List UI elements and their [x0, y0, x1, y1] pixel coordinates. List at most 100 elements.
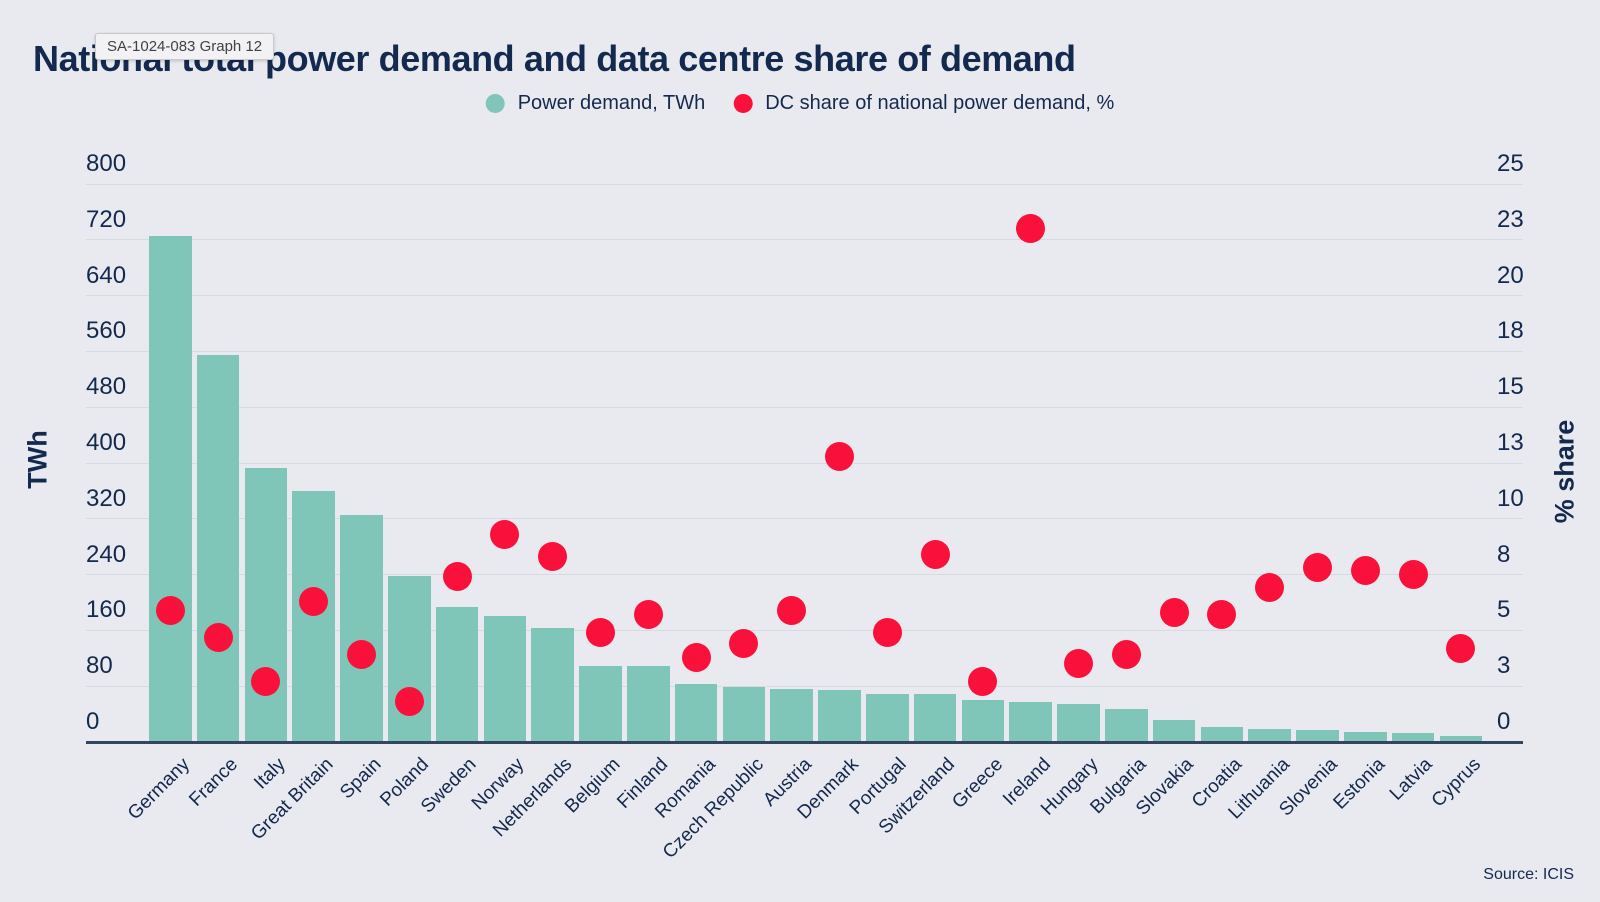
right-tick-3: 3 — [1497, 652, 1511, 680]
dot-great-britain[interactable] — [299, 586, 329, 616]
bar-cyprus[interactable] — [1439, 736, 1483, 742]
dot-czech-republic[interactable] — [729, 629, 759, 659]
right-tick-20: 20 — [1497, 261, 1524, 289]
right-tick-0: 0 — [1497, 708, 1511, 735]
right-tick-13: 13 — [1497, 429, 1524, 456]
dot-latvia[interactable] — [1398, 560, 1428, 590]
bar-bulgaria[interactable] — [1105, 709, 1148, 742]
x-label-germany: Germany — [123, 754, 195, 825]
gridline-560 — [86, 350, 1523, 352]
bar-switzerland[interactable] — [913, 693, 957, 742]
bar-italy[interactable] — [244, 467, 288, 742]
dot-cyprus[interactable] — [1446, 633, 1476, 663]
right-tick-8: 8 — [1497, 540, 1511, 568]
dot-romania[interactable] — [681, 642, 711, 672]
bar-france[interactable] — [196, 354, 240, 742]
left-tick-720: 720 — [86, 205, 127, 233]
bar-romania[interactable] — [674, 684, 718, 742]
dot-croatia[interactable] — [1207, 600, 1237, 630]
left-tick-80: 80 — [86, 652, 113, 680]
legend-label-power-demand: Power demand, TWh — [517, 92, 706, 114]
right-tick-23: 23 — [1497, 205, 1524, 233]
dot-estonia[interactable] — [1350, 555, 1380, 585]
bar-poland[interactable] — [388, 575, 431, 742]
right-axis-title: % share — [1549, 419, 1580, 524]
x-axis-line — [86, 741, 1523, 744]
x-label-france: France — [185, 754, 242, 811]
bar-greece[interactable] — [961, 700, 1005, 742]
legend-item-power-demand[interactable]: Power demand, TWh — [485, 92, 706, 115]
bar-spain[interactable] — [340, 514, 383, 742]
left-tick-400: 400 — [86, 429, 127, 456]
dot-germany[interactable] — [155, 595, 185, 625]
bar-great-britain[interactable] — [292, 490, 335, 742]
x-label-estonia: Estonia — [1329, 754, 1390, 814]
dot-greece[interactable] — [968, 667, 998, 697]
dot-norway[interactable] — [490, 519, 520, 549]
source-note: Source: ICIS — [1483, 866, 1574, 883]
legend-item-dc-share[interactable]: DC share of national power demand, % — [733, 92, 1114, 115]
left-tick-0: 0 — [86, 708, 100, 735]
right-tick-25: 25 — [1497, 150, 1524, 177]
bar-sweden[interactable] — [435, 606, 479, 742]
dot-lithuania[interactable] — [1255, 573, 1285, 603]
gridline-80 — [86, 685, 1523, 687]
bar-belgium[interactable] — [579, 665, 622, 742]
bar-ireland[interactable] — [1009, 701, 1052, 742]
dot-slovakia[interactable] — [1159, 598, 1189, 628]
dot-belgium[interactable] — [585, 618, 615, 648]
bar-slovakia[interactable] — [1152, 719, 1196, 742]
bar-finland[interactable] — [627, 665, 670, 742]
bar-czech-republic[interactable] — [722, 686, 766, 742]
gridline-240 — [86, 574, 1523, 576]
power-demand-swatch-icon — [485, 94, 505, 113]
bar-hungary[interactable] — [1057, 703, 1100, 742]
dot-poland[interactable] — [394, 687, 424, 717]
bar-latvia[interactable] — [1391, 732, 1435, 742]
left-tick-800: 800 — [86, 150, 127, 177]
dot-bulgaria[interactable] — [1111, 640, 1141, 670]
dot-hungary[interactable] — [1063, 649, 1093, 679]
dot-sweden[interactable] — [442, 562, 472, 592]
gridline-400 — [86, 462, 1523, 464]
dot-finland[interactable] — [633, 600, 663, 630]
dot-netherlands[interactable] — [538, 542, 568, 572]
bar-estonia[interactable] — [1344, 731, 1387, 742]
bar-austria[interactable] — [770, 688, 813, 742]
gridline-640 — [86, 295, 1523, 297]
gridline-320 — [86, 518, 1523, 520]
dot-austria[interactable] — [777, 595, 807, 625]
dot-switzerland[interactable] — [920, 540, 950, 569]
bar-portugal[interactable] — [866, 693, 909, 742]
bar-norway[interactable] — [483, 616, 527, 742]
left-tick-160: 160 — [86, 596, 127, 624]
bar-germany[interactable] — [149, 235, 192, 742]
x-label-greece: Greece — [947, 754, 1007, 813]
gridline-480 — [86, 406, 1523, 408]
dc-share-swatch-icon — [733, 94, 753, 113]
left-tick-480: 480 — [86, 373, 127, 401]
bar-lithuania[interactable] — [1248, 728, 1291, 742]
dot-spain[interactable] — [346, 640, 376, 670]
right-tick-10: 10 — [1497, 484, 1524, 512]
dot-italy[interactable] — [251, 667, 281, 697]
dot-ireland[interactable] — [1016, 214, 1046, 244]
left-tick-240: 240 — [86, 540, 127, 568]
bar-slovenia[interactable] — [1296, 730, 1339, 742]
dot-slovenia[interactable] — [1302, 553, 1332, 583]
x-label-italy: Italy — [250, 754, 290, 794]
right-tick-5: 5 — [1497, 596, 1511, 624]
legend-label-dc-share: DC share of national power demand, % — [765, 92, 1115, 114]
right-tick-15: 15 — [1497, 373, 1524, 401]
dot-portugal[interactable] — [872, 618, 902, 648]
left-tick-640: 640 — [86, 261, 127, 289]
dot-france[interactable] — [203, 622, 233, 652]
x-label-cyprus: Cyprus — [1427, 754, 1485, 812]
dot-denmark[interactable] — [824, 441, 854, 471]
bar-netherlands[interactable] — [531, 627, 574, 742]
bar-denmark[interactable] — [818, 690, 861, 742]
bar-croatia[interactable] — [1200, 727, 1244, 742]
hover-tooltip: SA-1024-083 Graph 12 — [95, 33, 275, 60]
